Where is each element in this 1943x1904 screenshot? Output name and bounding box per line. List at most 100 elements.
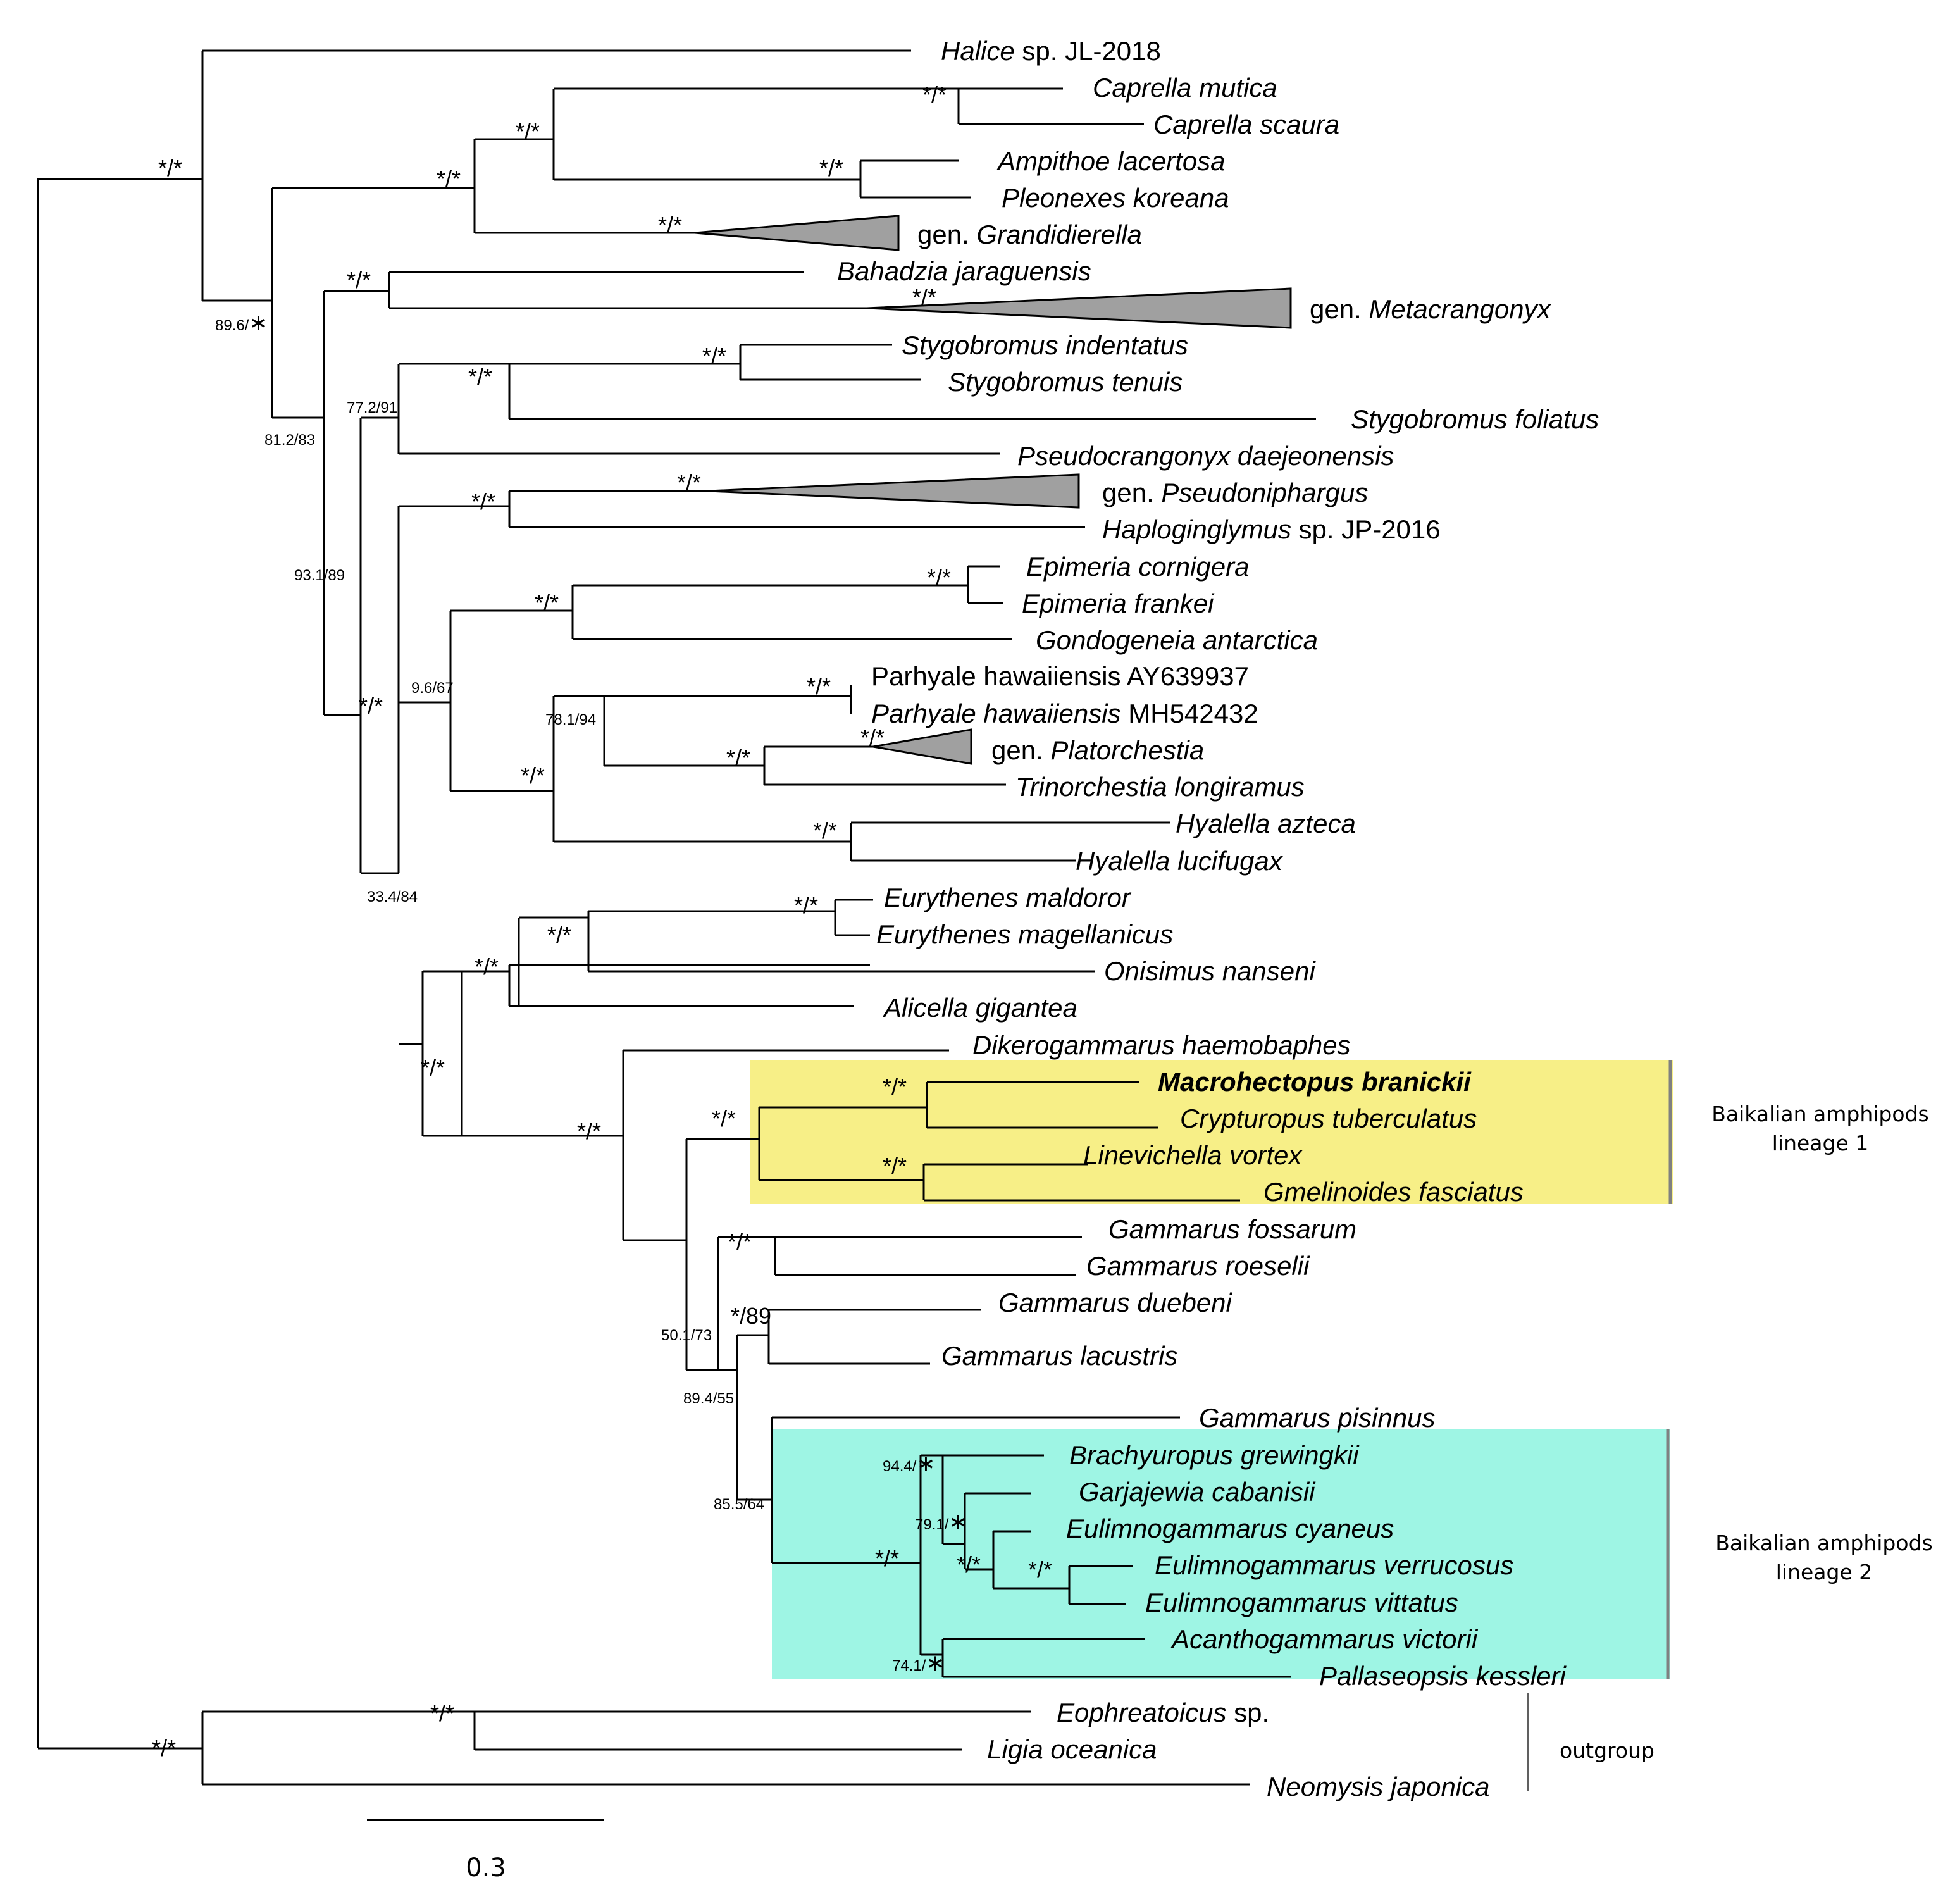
support-corophiida: */* bbox=[437, 166, 461, 192]
outgroup-label: outgroup bbox=[1560, 1738, 1654, 1763]
tip-epimeria-frankei: Epimeria frankei bbox=[1022, 588, 1215, 618]
support-bahadzia: */* bbox=[347, 267, 371, 293]
tip-ligia: Ligia oceanica bbox=[987, 1734, 1157, 1764]
support-root-ingroup: */* bbox=[158, 155, 182, 181]
tip-eul-cyaneus: Eulimnogammarus cyaneus bbox=[1066, 1514, 1394, 1543]
support-grandidierella: */* bbox=[658, 212, 682, 238]
tip-labels: Halice sp. JL-2018 Caprella mutica Capre… bbox=[837, 36, 1599, 1801]
support-gammarus-fossarum: */* bbox=[728, 1229, 752, 1255]
tip-pleonexes-koreana: Pleonexes koreana bbox=[1002, 183, 1229, 213]
support-platorchestia: */* bbox=[860, 725, 885, 750]
tip-eul-vittatus: Eulimnogammarus vittatus bbox=[1145, 1588, 1458, 1617]
support-macrohectopus: */* bbox=[883, 1074, 907, 1100]
tip-caprella-mutica: Caprella mutica bbox=[1093, 73, 1277, 103]
tip-linevichella: Linevichella vortex bbox=[1083, 1140, 1303, 1170]
tip-epimeria-cornigera: Epimeria cornigera bbox=[1026, 552, 1250, 582]
tip-gammarus-duebeni: Gammarus duebeni bbox=[998, 1288, 1233, 1317]
support-ampithoe: */* bbox=[819, 155, 843, 181]
support-eulimnogammarus-cv: */* bbox=[957, 1552, 981, 1577]
tip-parhyale-1: Parhyale hawaiiensis AY639937 bbox=[871, 661, 1249, 691]
support-501: 50.1/73 bbox=[661, 1327, 712, 1344]
platorchestia-clade bbox=[872, 728, 972, 765]
tip-stygobromus-foliatus: Stygobromus foliatus bbox=[1351, 404, 1599, 434]
tip-trinorchestia: Trinorchestia longiramus bbox=[1015, 772, 1305, 802]
support-894: 89.4/55 bbox=[683, 1390, 734, 1407]
tip-stygobromus-tenuis: Stygobromus tenuis bbox=[948, 367, 1183, 397]
tip-haploginglymus: Haploginglymus sp. JP-2016 bbox=[1102, 514, 1441, 544]
tip-onisimus: Onisimus nanseni bbox=[1104, 956, 1316, 986]
lineage2-box bbox=[772, 1429, 1670, 1679]
tip-ampithoe-lacertosa: Ampithoe lacertosa bbox=[996, 146, 1226, 176]
support-eurythenes: */* bbox=[794, 892, 818, 918]
support-eurythenes-onisimus: */* bbox=[547, 922, 571, 948]
support-gammaroidea: */* bbox=[577, 1118, 601, 1144]
tip-gammarus-lacustris: Gammarus lacustris bbox=[941, 1341, 1177, 1371]
grandidierella-clade bbox=[694, 215, 900, 251]
support-334: 33.4/84 bbox=[367, 888, 418, 905]
support-talitrida-all: */* bbox=[359, 693, 383, 719]
support-pseudoniphargus-node: */* bbox=[471, 488, 495, 514]
tip-garjajewia: Garjajewia cabanisii bbox=[1079, 1477, 1316, 1507]
support-talitrids: */* bbox=[521, 762, 545, 788]
tip-eophreatoicus: Eophreatoicus sp. bbox=[1057, 1698, 1269, 1727]
metacrangonyx-clade bbox=[866, 287, 1292, 329]
support-896: 89.6/∗ bbox=[215, 309, 268, 335]
tip-dikerogammarus: Dikerogammarus haemobaphes bbox=[972, 1030, 1351, 1060]
support-caprella: */* bbox=[922, 82, 947, 108]
scale-bar-label: 0.3 bbox=[466, 1853, 506, 1882]
branches bbox=[37, 49, 1316, 1786]
tip-eul-verrucosus: Eulimnogammarus verrucosus bbox=[1155, 1550, 1513, 1580]
tip-parhyale-2: Parhyale hawaiiensis MH542432 bbox=[871, 699, 1258, 728]
support-eulimnogammarus-v: */* bbox=[1028, 1557, 1052, 1583]
tip-macrohectopus: Macrohectopus branickii bbox=[1158, 1067, 1472, 1097]
support-lineage2: */* bbox=[875, 1545, 899, 1571]
lineage2-label-line1: Baikalian amphipods bbox=[1715, 1531, 1932, 1555]
tip-eurythenes-maldoror: Eurythenes maldoror bbox=[884, 883, 1132, 912]
support-hyalella: */* bbox=[813, 818, 837, 843]
lineage1-label-line2: lineage 1 bbox=[1772, 1131, 1869, 1155]
tip-gammarus-pisinnus: Gammarus pisinnus bbox=[1199, 1403, 1435, 1433]
lineage1-label-line1: Baikalian amphipods bbox=[1711, 1102, 1928, 1126]
support-epimeria: */* bbox=[927, 564, 951, 590]
tip-gammarus-fossarum: Gammarus fossarum bbox=[1108, 1214, 1356, 1244]
support-outgroup: */* bbox=[152, 1735, 176, 1761]
support-values: */* */* */* */* */* */* */* */* */* */* … bbox=[152, 82, 1052, 1761]
support-96: 9.6/67 bbox=[411, 680, 454, 697]
tip-halice: Halice sp. JL-2018 bbox=[941, 36, 1161, 66]
support-855: 85.5/64 bbox=[714, 1496, 764, 1513]
support-parhyale: */* bbox=[807, 673, 831, 699]
tip-crypturopus: Crypturopus tuberculatus bbox=[1180, 1104, 1477, 1133]
tip-neomysis: Neomysis japonica bbox=[1267, 1772, 1490, 1801]
tip-metacrangonyx: gen. Metacrangonyx bbox=[1310, 294, 1552, 324]
support-big-clade: */* bbox=[421, 1055, 445, 1081]
tip-stygobromus-indentatus: Stygobromus indentatus bbox=[902, 330, 1188, 360]
support-outgroup-eo: */* bbox=[430, 1700, 454, 1726]
tip-pseudocrangonyx: Pseudocrangonyx daejeonensis bbox=[1017, 441, 1394, 471]
support-791: 79.1/∗ bbox=[915, 1509, 968, 1534]
tip-bahadzia: Bahadzia jaraguensis bbox=[837, 256, 1091, 286]
support-lineage1: */* bbox=[712, 1105, 736, 1131]
support-metacrangonyx: */* bbox=[912, 284, 936, 310]
tip-gammarus-roeselii: Gammarus roeselii bbox=[1086, 1251, 1310, 1281]
support-stygobromus-it: */* bbox=[702, 343, 726, 369]
tip-pallaseopsis: Pallaseopsis kessleri bbox=[1319, 1661, 1567, 1691]
support-stygobromus: */* bbox=[468, 364, 492, 390]
lineage2-label-line2: lineage 2 bbox=[1776, 1560, 1873, 1584]
tip-pseudoniphargus: gen. Pseudoniphargus bbox=[1102, 478, 1368, 507]
support-812: 81.2/83 bbox=[264, 432, 315, 449]
tip-brachyuropus: Brachyuropus grewingkii bbox=[1069, 1440, 1360, 1470]
tip-grandidierella: gen. Grandidierella bbox=[917, 220, 1142, 249]
support-931: 93.1/89 bbox=[294, 567, 345, 584]
support-platorchestia-trinorchestia: */* bbox=[726, 745, 750, 771]
tip-caprella-scaura: Caprella scaura bbox=[1153, 109, 1339, 139]
support-944: 94.4/∗ bbox=[883, 1450, 936, 1476]
support-linevichella: */* bbox=[883, 1153, 907, 1179]
support-781: 78.1/94 bbox=[545, 711, 596, 728]
tip-eurythenes-magellanicus: Eurythenes magellanicus bbox=[876, 919, 1173, 949]
tip-gondogeneia: Gondogeneia antarctica bbox=[1036, 625, 1318, 655]
tip-hyalella-azteca: Hyalella azteca bbox=[1176, 809, 1356, 838]
pseudoniphargus-clade bbox=[708, 473, 1080, 509]
support-pseudoniphargus: */* bbox=[677, 470, 701, 495]
tip-hyalella-lucifugax: Hyalella lucifugax bbox=[1076, 846, 1284, 876]
